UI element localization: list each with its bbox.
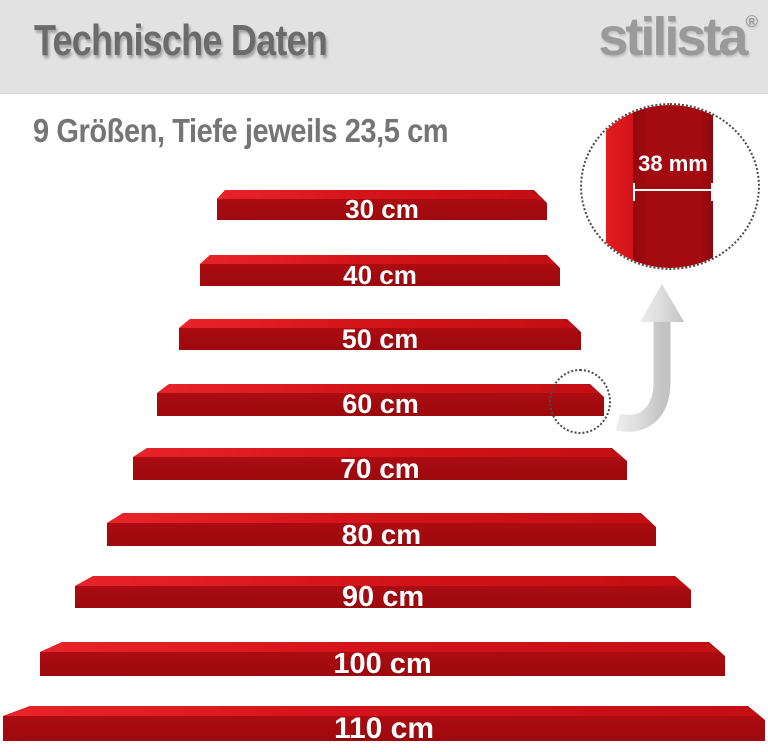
shelf-top-face	[40, 642, 723, 652]
shelf-top-face	[179, 319, 579, 328]
focus-ellipse	[549, 369, 611, 434]
detail-circle: 38 mm	[580, 103, 760, 270]
shelf-size-label: 40 cm	[343, 259, 417, 290]
shelf-50cm: 50 cm	[179, 319, 581, 350]
brand-logo: stilista®	[598, 6, 758, 68]
shelf-size-label: 70 cm	[340, 452, 420, 484]
shelf-60cm: 60 cm	[157, 384, 604, 416]
shelf-size-label: 60 cm	[342, 389, 419, 419]
shelf-size-label: 50 cm	[341, 323, 419, 354]
zoom-arrow-icon	[615, 284, 684, 432]
measure-tick-right	[711, 183, 713, 201]
shelf-size-label: 30 cm	[345, 194, 419, 224]
shelf-size-label: 80 cm	[341, 518, 422, 550]
thickness-measure-line	[633, 183, 713, 201]
shelf-100cm: 100 cm	[40, 642, 725, 676]
shelf-size-label: 100 cm	[333, 647, 432, 680]
subtitle: 9 Größen, Tiefe jeweils 23,5 cm	[33, 112, 449, 149]
shelf-70cm: 70 cm	[133, 448, 627, 480]
shelf-top-face	[107, 513, 654, 523]
header-band: Technische Daten stilista®	[0, 0, 768, 94]
thickness-label: 38 mm	[638, 151, 708, 176]
cross-section-front-face	[633, 105, 713, 268]
shelf-top-face	[75, 576, 689, 586]
cross-section-top-edge	[606, 105, 633, 268]
shelf-top-face	[133, 448, 625, 457]
shelf-top-face	[3, 706, 763, 716]
shelf-top-face	[157, 384, 602, 393]
page-title: Technische Daten	[34, 16, 328, 65]
shelf-size-label: 90 cm	[341, 580, 425, 613]
shelf-size-label: 110 cm	[333, 711, 435, 745]
measure-tick-left	[633, 183, 635, 201]
registered-mark: ®	[745, 12, 758, 31]
shelf-top-face	[200, 255, 558, 264]
shelf-90cm: 90 cm	[75, 576, 691, 608]
shelf-top-face	[217, 190, 545, 199]
shelf-30cm: 30 cm	[217, 190, 547, 220]
shelf-40cm: 40 cm	[200, 255, 560, 286]
brand-logo-text: stilista	[598, 7, 748, 67]
shelf-80cm: 80 cm	[107, 513, 656, 546]
shelf-110cm: 110 cm	[3, 706, 765, 741]
